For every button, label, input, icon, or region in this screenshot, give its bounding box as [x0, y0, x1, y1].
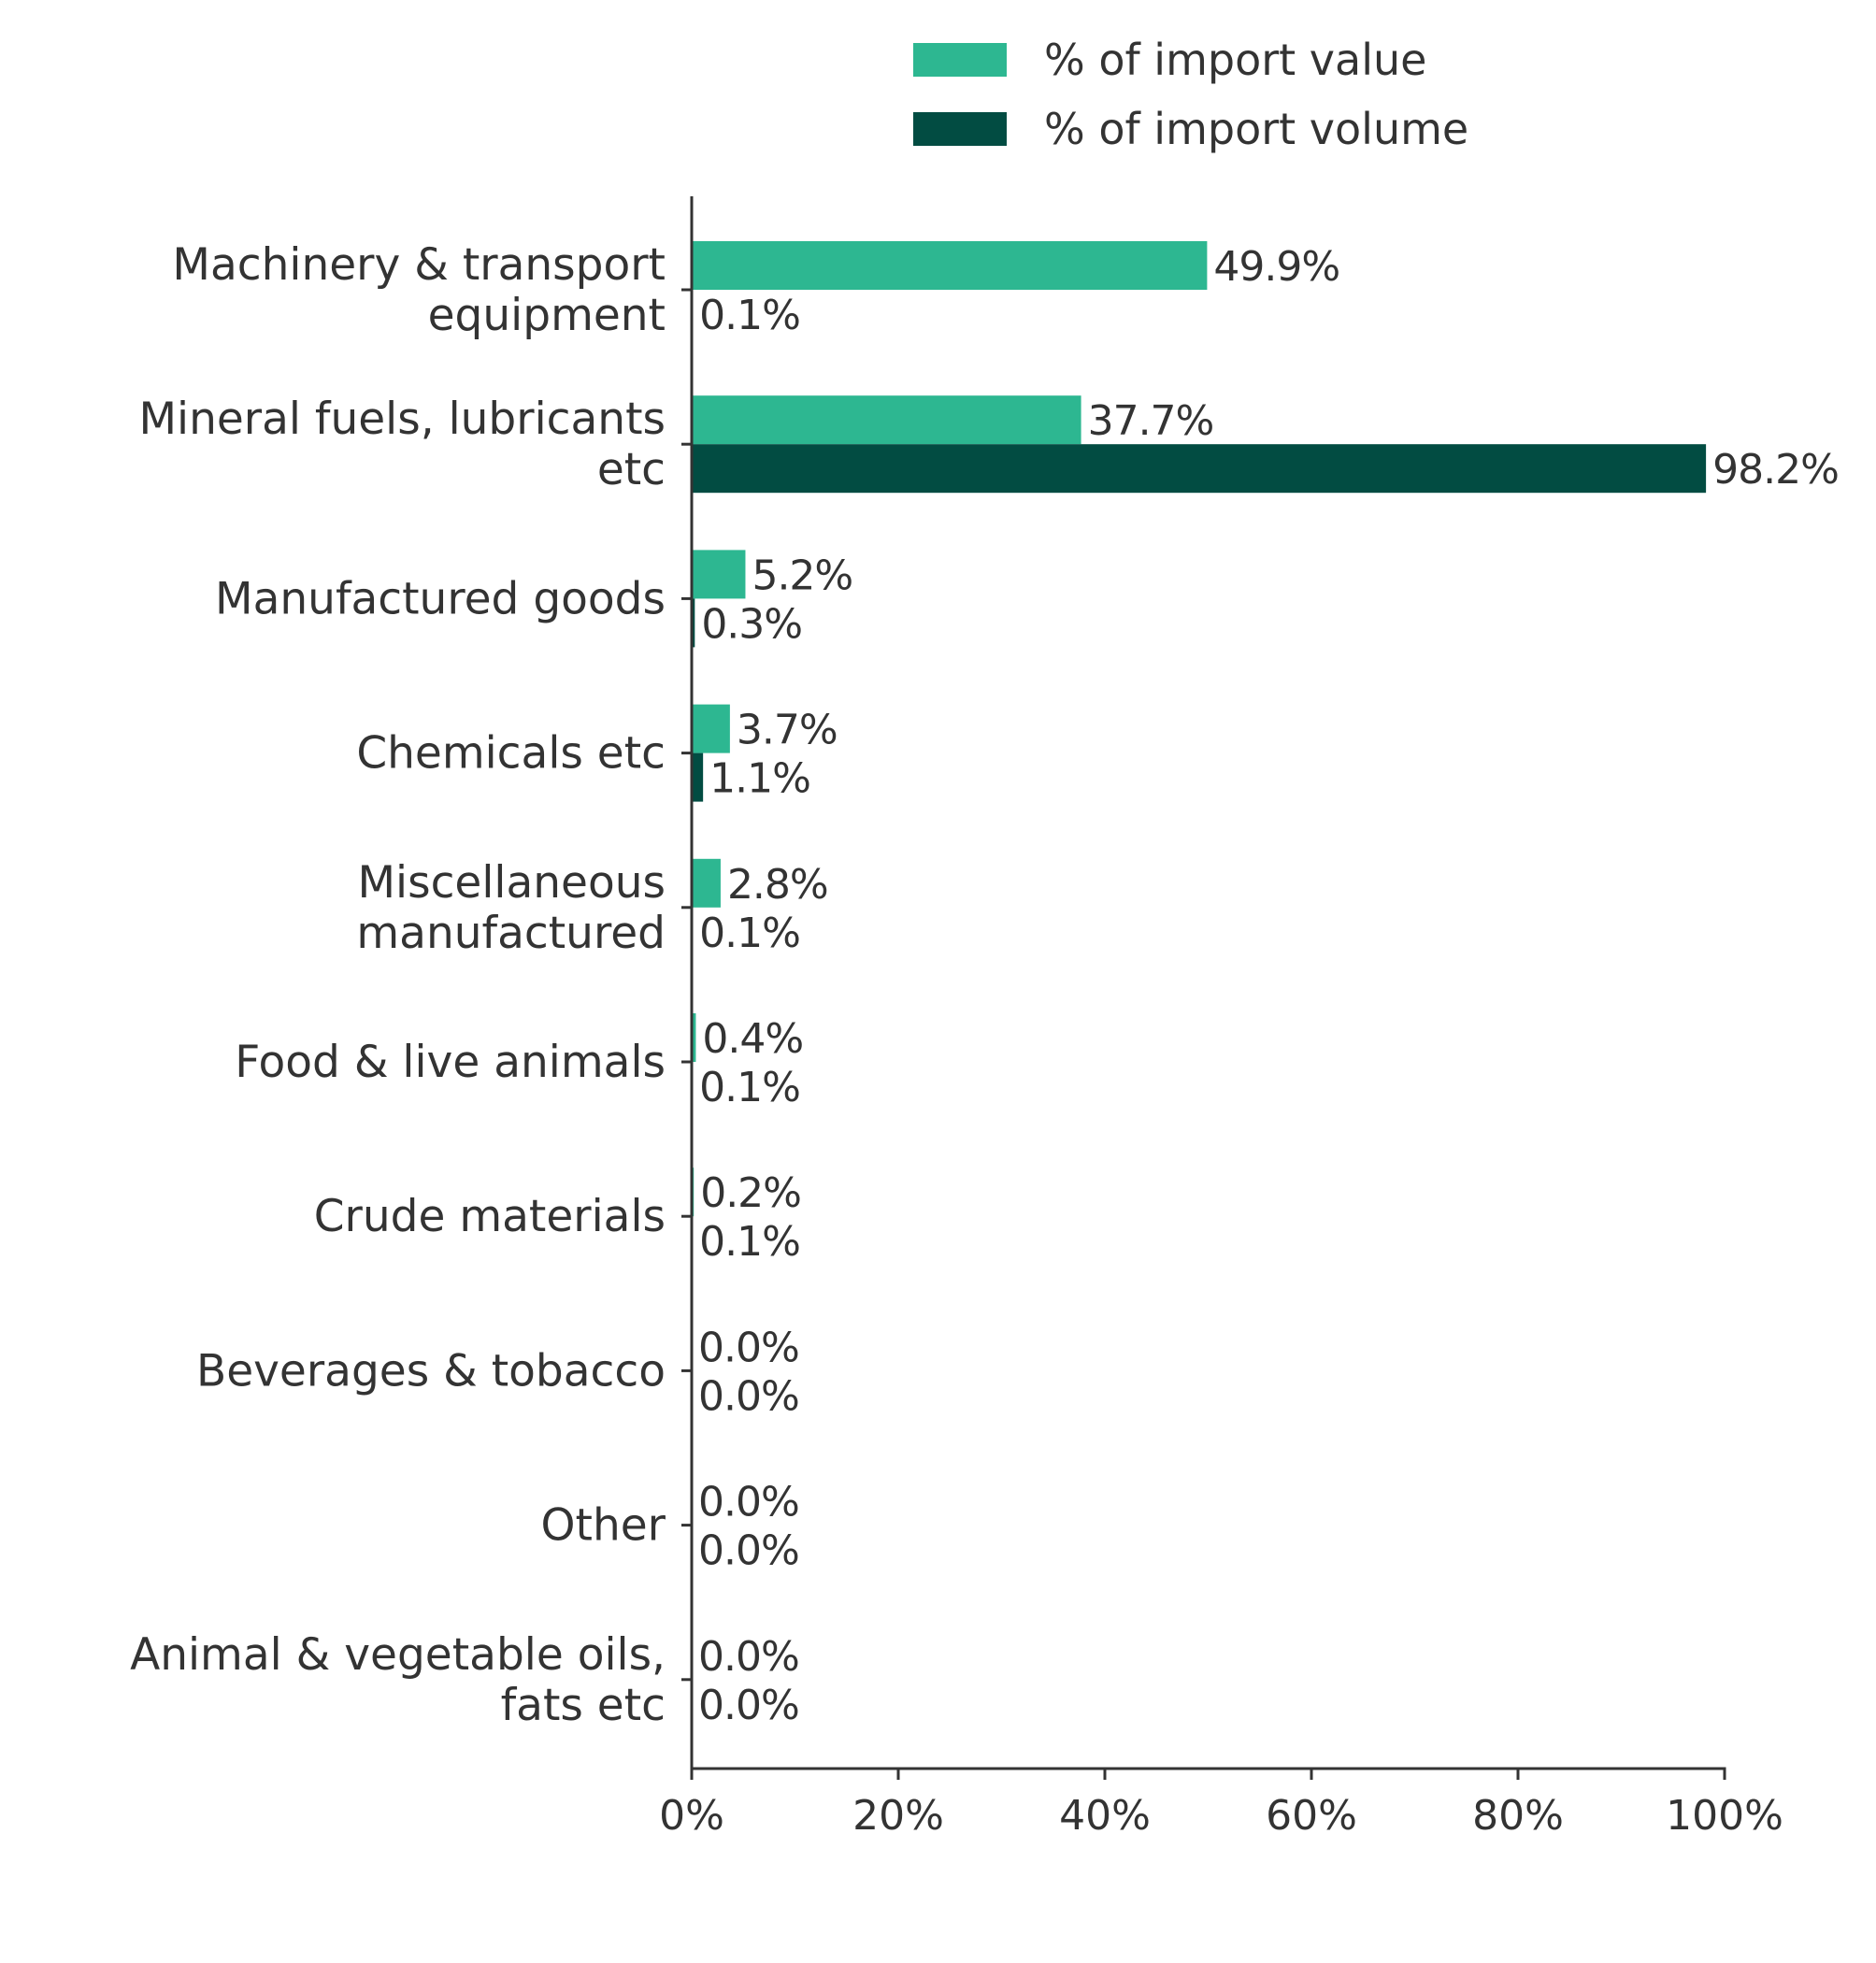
data-label-value-8: 0.0% [698, 1324, 799, 1371]
axes: 0% 20% 40% 60% 80% 100% [659, 196, 1783, 1840]
legend-swatch-2 [913, 112, 1007, 146]
data-label-value-10: 0.0% [698, 1633, 799, 1681]
data-label-volume-10: 0.0% [698, 1682, 799, 1729]
data-label-volume-8: 0.0% [698, 1372, 799, 1420]
category-label-2-line-2: etc [597, 444, 666, 495]
data-label-value-5: 2.8% [727, 861, 828, 909]
category-label-3: Manufactured goods [215, 573, 666, 624]
x-tick-label-3: 40% [1059, 1792, 1151, 1840]
x-tick-label-5: 80% [1472, 1792, 1564, 1840]
data-label-volume-7: 0.1% [699, 1218, 800, 1266]
bar-volume-4 [692, 752, 704, 802]
bar-volume-2 [692, 444, 1707, 494]
category-label-1-line-1: Machinery & transport [172, 239, 666, 291]
data-label-volume-2: 98.2% [1712, 446, 1839, 494]
category-label-4: Chemicals etc [356, 728, 666, 780]
category-label-8: Beverages & tobacco [196, 1345, 666, 1397]
data-label-value-2: 37.7% [1088, 397, 1214, 445]
data-label-volume-1: 0.1% [699, 292, 800, 339]
data-label-value-4: 3.7% [737, 707, 838, 754]
bar-value-6 [692, 1013, 696, 1062]
bars [692, 241, 1707, 1266]
bar-value-5 [692, 858, 721, 908]
x-tick-label-2: 20% [852, 1792, 944, 1840]
x-tick-label-1: 0% [659, 1792, 724, 1840]
category-label-10-line-1: Animal & vegetable oils, [130, 1629, 666, 1681]
category-label-2-line-1: Mineral fuels, lubricants [138, 394, 666, 445]
legend-swatch-1 [913, 43, 1007, 77]
data-label-value-9: 0.0% [698, 1479, 799, 1526]
category-label-7: Crude materials [314, 1191, 666, 1242]
x-tick-label-6: 100% [1666, 1792, 1783, 1840]
bar-value-4 [692, 704, 730, 753]
x-tick-label-4: 60% [1266, 1792, 1357, 1840]
bar-value-2 [692, 395, 1081, 445]
data-label-volume-3: 0.3% [701, 600, 802, 648]
category-label-9: Other [541, 1500, 666, 1552]
bar-value-3 [692, 550, 746, 599]
data-label-value-6: 0.4% [702, 1015, 803, 1063]
data-label-volume-5: 0.1% [699, 910, 800, 957]
category-label-1-line-2: equipment [428, 290, 666, 341]
data-label-value-7: 0.2% [700, 1169, 801, 1217]
category-label-6: Food & live animals [235, 1037, 666, 1088]
category-label-10-line-2: fats etc [501, 1680, 666, 1731]
data-label-value-1: 49.9% [1213, 243, 1339, 291]
legend-label-1: % of import value [1044, 35, 1426, 85]
bar-value-1 [692, 241, 1208, 290]
data-label-volume-6: 0.1% [699, 1064, 800, 1111]
legend: % of import value % of import volume [913, 35, 1468, 154]
data-label-value-3: 5.2% [752, 552, 852, 599]
bar-volume-3 [692, 598, 695, 648]
legend-label-2: % of import volume [1044, 104, 1468, 154]
data-label-volume-9: 0.0% [698, 1527, 799, 1575]
data-labels: 49.9%0.1%37.7%98.2%5.2%0.3%3.7%1.1%2.8%0… [698, 243, 1840, 1729]
category-label-5-line-2: manufactured [356, 908, 666, 959]
data-label-volume-4: 1.1% [709, 755, 810, 803]
category-label-5-line-1: Miscellaneous [357, 857, 666, 909]
